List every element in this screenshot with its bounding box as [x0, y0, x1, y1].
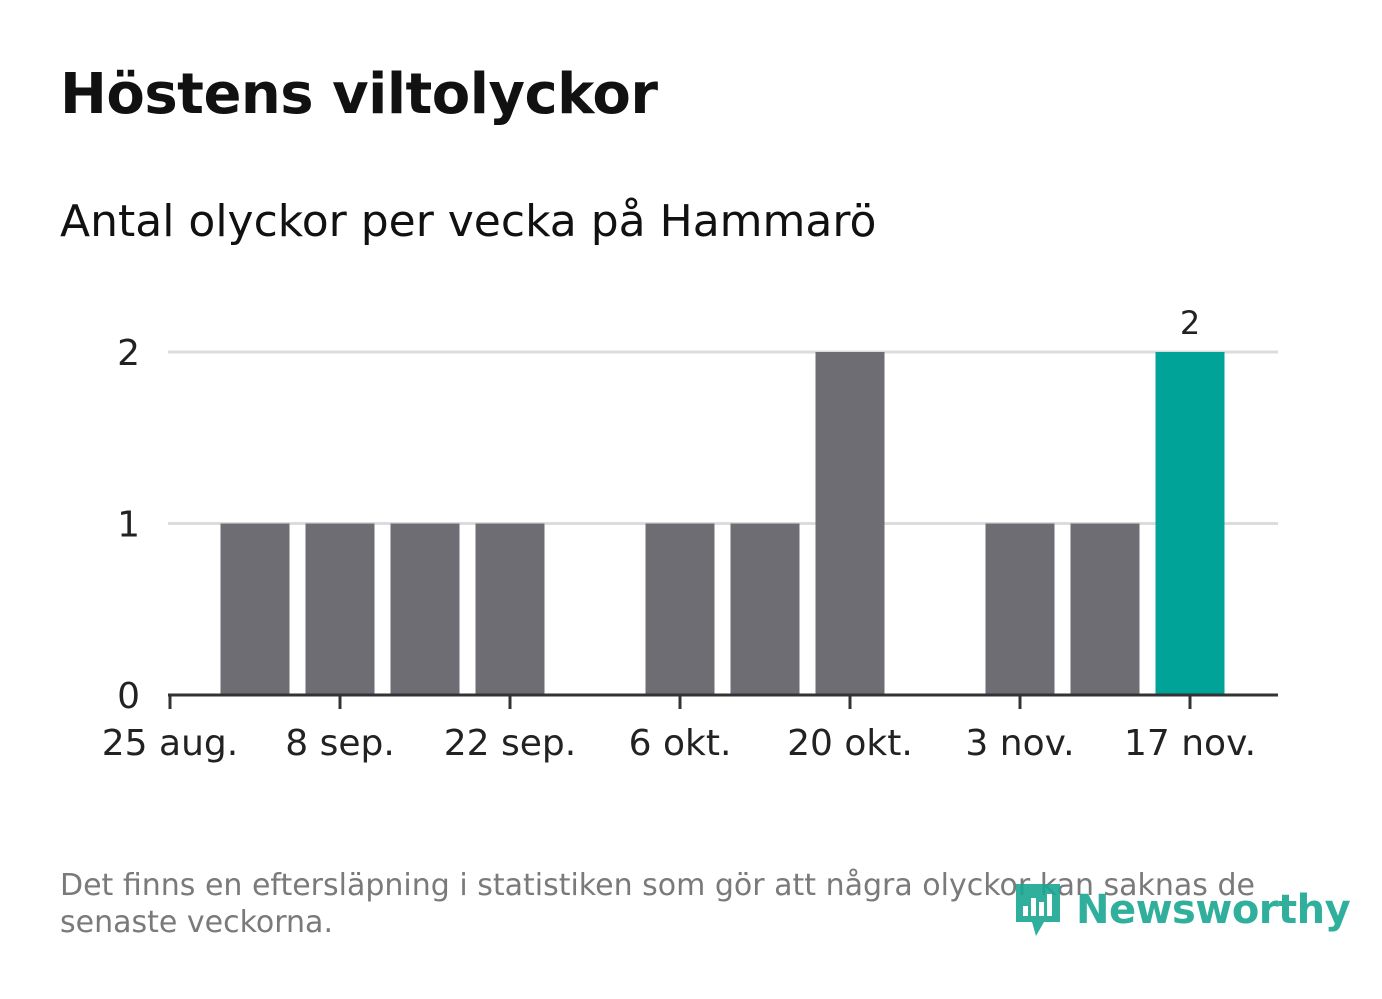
chart-subtitle: Antal olyckor per vecka på Hammarö [60, 196, 877, 247]
x-tick-label: 17 nov. [1124, 723, 1256, 764]
gridlines [168, 350, 1278, 525]
x-tick-label: 3 nov. [965, 723, 1074, 764]
bar-6-okt [645, 523, 715, 695]
bar-8-sep [305, 523, 375, 695]
y-tick-label: 2 [117, 333, 140, 374]
x-tick-label: 25 aug. [102, 723, 238, 764]
x-axis [168, 693, 1278, 709]
x-tick-label: 22 sep. [444, 723, 576, 764]
y-tick-label: 1 [117, 505, 140, 546]
bar-20-okt [815, 352, 885, 695]
bar-10-nov [1070, 523, 1140, 695]
bar-22-sep [475, 523, 545, 695]
bar-3-nov [985, 523, 1055, 695]
bars [220, 352, 1225, 695]
bar-15-sep [390, 523, 460, 695]
newsworthy-logo[interactable]: Newsworthy [1012, 878, 1351, 942]
x-tick-label: 20 okt. [787, 723, 913, 764]
bar-1-sep [220, 523, 290, 695]
data-label: 2 [1180, 304, 1200, 342]
chart-bubble-icon [1016, 884, 1060, 936]
y-tick-label: 0 [117, 676, 140, 717]
x-tick-label: 8 sep. [285, 723, 395, 764]
bar-17-nov [1155, 352, 1225, 695]
chart-title: Höstens viltolyckor [60, 62, 658, 127]
logo-text: Newsworthy [1076, 887, 1351, 933]
bar-13-okt [730, 523, 800, 695]
labels: 0 1 2 25 aug. 8 sep. 22 sep. 6 okt. 20 okt. 3 no… [102, 304, 1256, 764]
x-tick-label: 6 okt. [629, 723, 732, 764]
